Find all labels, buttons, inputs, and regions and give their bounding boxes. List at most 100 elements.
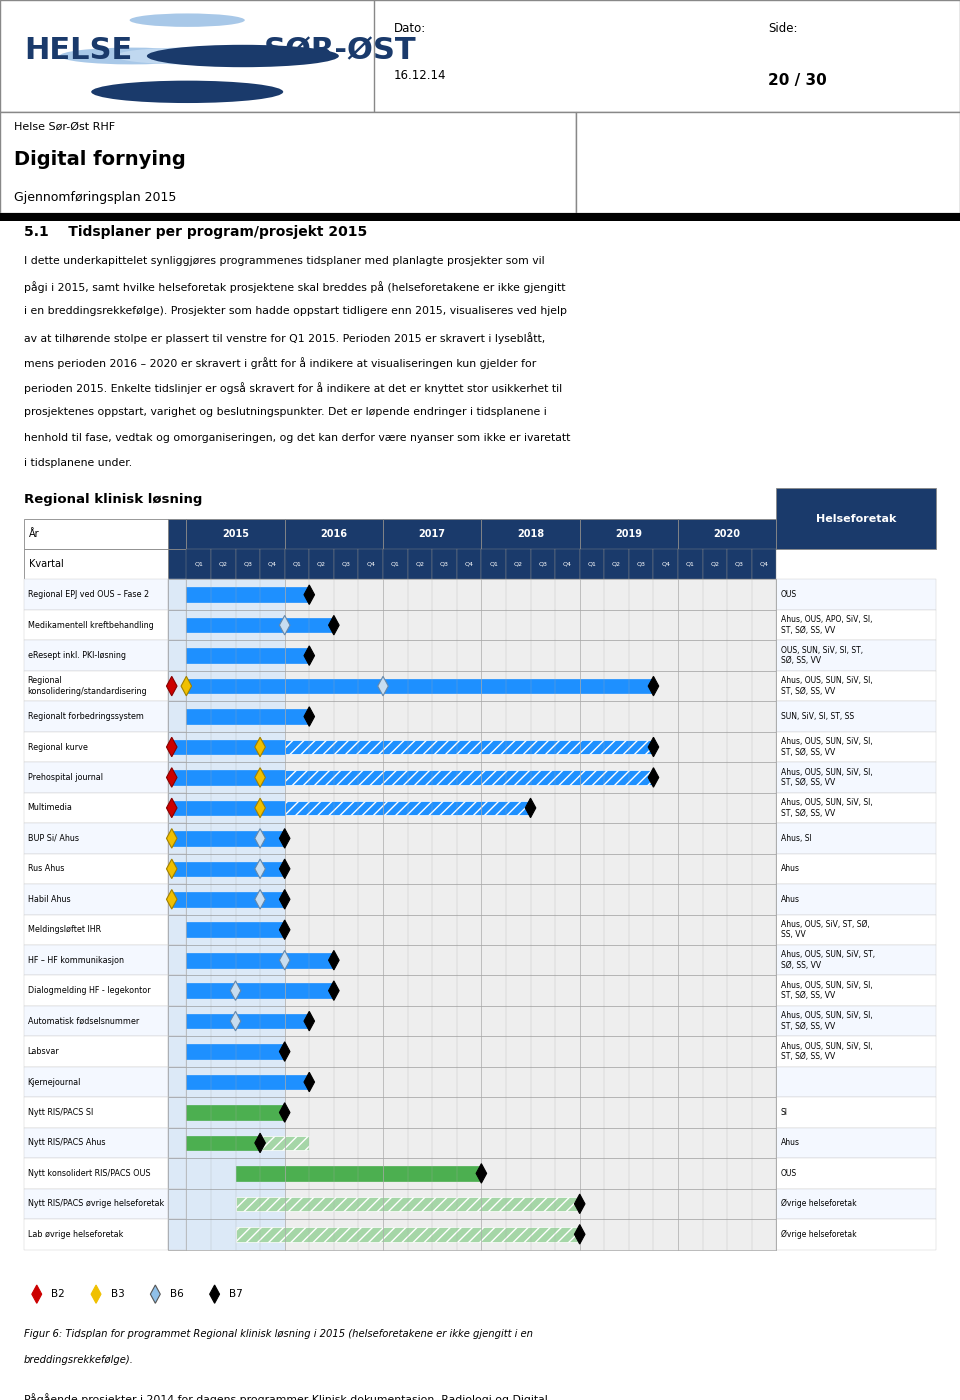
Bar	[24, 792, 168, 823]
Text: Ahus, OUS, SUN, SiV, SI,
ST, SØ, SS, VV: Ahus, OUS, SUN, SiV, SI, ST, SØ, SS, VV	[780, 1042, 873, 1061]
Text: Ahus, OUS, SUN, SiV, SI,
ST, SØ, SS, VV: Ahus, OUS, SUN, SiV, SI, ST, SØ, SS, VV	[780, 738, 873, 757]
Polygon shape	[304, 707, 315, 727]
Polygon shape	[279, 1042, 290, 1061]
Polygon shape	[254, 767, 265, 787]
Bar	[777, 1219, 936, 1250]
Bar	[186, 549, 211, 580]
Text: Q3: Q3	[440, 561, 449, 567]
Bar	[24, 945, 168, 976]
Bar	[168, 1158, 186, 1189]
Bar	[168, 792, 186, 823]
Text: OUS: OUS	[780, 1169, 797, 1177]
Bar	[24, 732, 168, 762]
Bar	[186, 701, 285, 732]
Text: Q4: Q4	[661, 561, 670, 567]
Bar	[24, 1189, 168, 1219]
Text: SUN, SiV, SI, ST, SS: SUN, SiV, SI, ST, SS	[780, 713, 854, 721]
Bar	[168, 518, 186, 549]
Text: Helseforetak: Helseforetak	[816, 514, 897, 524]
Circle shape	[115, 48, 259, 64]
Bar	[186, 983, 334, 998]
Bar	[186, 610, 285, 640]
Bar	[481, 518, 580, 549]
Bar	[777, 610, 936, 640]
Text: HELSE: HELSE	[24, 36, 132, 64]
Bar	[777, 1067, 936, 1098]
Bar	[703, 549, 728, 580]
Bar	[186, 953, 334, 967]
Text: Habil Ahus: Habil Ahus	[28, 895, 70, 904]
Text: Ahus, OUS, SUN, SiV, SI,
ST, SØ, SS, VV: Ahus, OUS, SUN, SiV, SI, ST, SØ, SS, VV	[780, 676, 873, 696]
Bar	[168, 1098, 186, 1128]
Bar	[168, 640, 777, 671]
Bar	[24, 762, 168, 792]
Text: i tidsplanene under.: i tidsplanene under.	[24, 458, 132, 468]
Polygon shape	[166, 829, 177, 848]
Bar	[260, 549, 285, 580]
Polygon shape	[166, 738, 177, 757]
Bar	[168, 549, 186, 580]
Text: Dato:: Dato:	[394, 22, 426, 35]
Bar	[172, 832, 285, 846]
Text: Labsvar: Labsvar	[28, 1047, 60, 1056]
Bar	[186, 914, 285, 945]
Bar	[24, 671, 168, 701]
Polygon shape	[377, 676, 388, 696]
Text: Q2: Q2	[317, 561, 326, 567]
Text: Q1: Q1	[293, 561, 301, 567]
Text: Q4: Q4	[465, 561, 473, 567]
Polygon shape	[166, 767, 177, 787]
Bar	[186, 1189, 285, 1219]
Circle shape	[91, 81, 283, 104]
Bar	[168, 1067, 777, 1098]
Bar	[168, 580, 777, 610]
Text: Ahus, SI: Ahus, SI	[780, 834, 812, 843]
Polygon shape	[166, 798, 177, 818]
Bar	[777, 1128, 936, 1158]
Polygon shape	[209, 1285, 220, 1303]
Text: Multimedia: Multimedia	[28, 804, 73, 812]
Bar	[580, 518, 678, 549]
Text: Q4: Q4	[366, 561, 375, 567]
Bar	[309, 549, 334, 580]
Bar	[186, 732, 285, 762]
Text: 2017: 2017	[419, 529, 445, 539]
Text: perioden 2015. Enkelte tidslinjer er også skravert for å indikere at det er knyt: perioden 2015. Enkelte tidslinjer er ogs…	[24, 382, 563, 393]
Bar	[777, 945, 936, 976]
Bar	[168, 610, 186, 640]
Circle shape	[147, 45, 339, 67]
Bar	[728, 549, 752, 580]
Bar	[777, 1189, 936, 1219]
Bar	[186, 580, 285, 610]
Bar	[285, 770, 654, 785]
Text: Q3: Q3	[735, 561, 744, 567]
Text: Q3: Q3	[342, 561, 350, 567]
Polygon shape	[279, 951, 290, 970]
Polygon shape	[304, 1072, 315, 1092]
Text: OUS: OUS	[780, 591, 797, 599]
Bar	[186, 1005, 285, 1036]
Polygon shape	[166, 676, 177, 696]
Bar	[678, 518, 777, 549]
Bar	[24, 1098, 168, 1128]
Bar	[383, 518, 481, 549]
Text: I dette underkapittelet synliggjøres programmenes tidsplaner med planlagte prosj: I dette underkapittelet synliggjøres pro…	[24, 256, 544, 266]
Text: SØR-ØST: SØR-ØST	[264, 36, 417, 64]
Bar	[777, 823, 936, 854]
Bar	[777, 489, 936, 549]
Text: Ahus, OUS, SUN, SiV, SI,
ST, SØ, SS, VV: Ahus, OUS, SUN, SiV, SI, ST, SØ, SS, VV	[780, 798, 873, 818]
Bar	[168, 914, 186, 945]
Bar	[285, 1128, 777, 1158]
Text: Q4: Q4	[268, 561, 276, 567]
Polygon shape	[328, 616, 339, 636]
Bar	[168, 1189, 186, 1219]
Bar	[168, 823, 186, 854]
Bar	[285, 1036, 777, 1067]
Text: Q1: Q1	[391, 561, 399, 567]
Bar	[285, 1158, 777, 1189]
Bar	[172, 892, 285, 907]
Text: Regional
konsolidering/standardisering: Regional konsolidering/standardisering	[28, 676, 147, 696]
Bar	[168, 883, 186, 914]
Text: SI: SI	[780, 1107, 788, 1117]
Text: B7: B7	[229, 1289, 243, 1299]
